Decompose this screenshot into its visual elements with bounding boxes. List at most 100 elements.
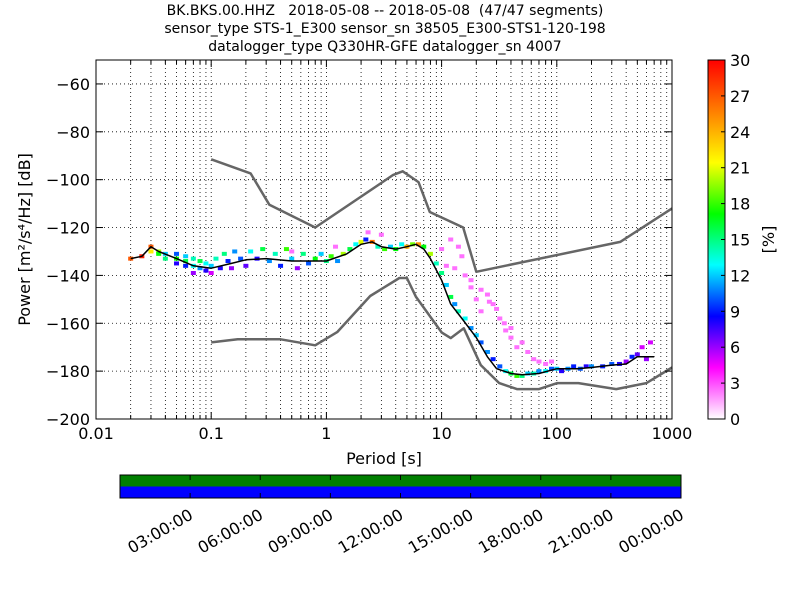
coverage-tick-label: 03:00:00 [124, 505, 196, 557]
histogram-cell [549, 359, 555, 364]
histogram-cell [238, 256, 244, 261]
histogram-cell [190, 256, 196, 261]
histogram-cell [335, 259, 341, 264]
series-line-mode-psd [130, 241, 655, 376]
coverage-tick-label: 06:00:00 [195, 505, 267, 557]
histogram-cell [514, 373, 520, 378]
histogram-cell [484, 349, 490, 354]
histogram-cell [347, 247, 353, 252]
colorbar-tick-label: 18 [730, 195, 750, 214]
histogram-cell [468, 285, 474, 290]
histogram-cell [289, 249, 295, 254]
histogram-cell [260, 247, 266, 252]
colorbar-tick-label: 21 [730, 159, 750, 178]
histogram-cell [455, 309, 461, 314]
x-tick-label: 10 [431, 424, 451, 443]
histogram-cell [478, 287, 484, 292]
histogram-cell [629, 354, 635, 359]
y-tick-label: −60 [56, 75, 90, 94]
histogram-cell [448, 237, 454, 242]
y-tick-label: −120 [46, 219, 90, 238]
histogram-cell [634, 352, 640, 357]
histogram-cell [514, 345, 520, 350]
histogram-cell [536, 369, 542, 374]
histogram-cell [473, 297, 479, 302]
histogram-cell [278, 263, 284, 268]
histogram-cell [497, 364, 503, 369]
histogram-cell [468, 326, 474, 331]
histogram-cell [399, 242, 405, 247]
x-axis: 0.01 0.1 1 10 100 1000 Period [s] [78, 60, 692, 468]
histogram-cell [623, 359, 629, 364]
histogram-cell [415, 242, 421, 247]
histogram-cell [208, 271, 214, 276]
histogram-cell [490, 302, 496, 307]
histogram-cell [148, 249, 154, 254]
histogram-cell [588, 364, 594, 369]
colorbar-label: [%] [759, 226, 778, 254]
histogram-cell [306, 261, 312, 266]
colorbar-tick-label: 12 [730, 266, 750, 285]
coverage-bar-psd [120, 486, 681, 498]
time-coverage: 03:00:0006:00:0009:00:0012:00:0015:00:00… [119, 474, 687, 557]
histogram-cell [549, 366, 555, 371]
x-tick-label: 100 [542, 424, 573, 443]
histogram-cell [358, 239, 364, 244]
colorbar: 0 3 6 9 12 15 18 21 24 27 30 [%] [707, 51, 778, 429]
coverage-bar-data [120, 475, 681, 487]
coverage-tick-label: 21:00:00 [545, 505, 617, 557]
histogram-cell [452, 302, 458, 307]
histogram-cell [421, 244, 427, 249]
histogram-cell [174, 251, 180, 256]
histogram-cell [217, 266, 223, 271]
coverage-tick-label: 09:00:00 [265, 505, 337, 557]
histogram-cell [365, 230, 371, 235]
histogram-cell [248, 249, 254, 254]
histogram-cell [162, 256, 168, 261]
histogram-cell [203, 261, 209, 266]
histogram-cell [183, 259, 189, 264]
histogram-cell [300, 251, 306, 256]
histogram-cell [375, 244, 381, 249]
colorbar-tick-label: 24 [730, 123, 750, 142]
histogram-cell [543, 361, 549, 366]
colorbar-tick-label: 3 [730, 374, 740, 393]
histogram-cell [378, 232, 384, 237]
histogram-cell [478, 340, 484, 345]
series-line-noise-model-upper [210, 158, 673, 274]
histogram-cell [497, 316, 503, 321]
y-axis: −200 −180 −160 −140 −120 −100 −80 −60 Power [m²/… [15, 75, 672, 429]
histogram-cell [190, 271, 196, 276]
histogram-cell [508, 326, 514, 331]
histogram-cell [183, 263, 189, 268]
histogram-cell [272, 251, 278, 256]
histogram-cell [232, 249, 238, 254]
chart-title-line-3: datalogger_type Q330HR-GFE datalogger_sn… [208, 39, 562, 55]
coverage-tick-label: 12:00:00 [335, 505, 407, 557]
histogram-cell [197, 266, 203, 271]
histogram-cell [333, 244, 339, 249]
coverage-tick-label: 18:00:00 [475, 505, 547, 557]
histogram-cell [439, 247, 445, 252]
histogram-cell [433, 261, 439, 266]
histogram-cell [519, 373, 525, 378]
histogram-cell [459, 254, 465, 259]
histogram-cell [197, 259, 203, 264]
histogram-cell [283, 247, 289, 252]
histogram-cell [228, 266, 234, 271]
y-tick-label: −140 [46, 266, 90, 285]
histogram-cell [571, 364, 577, 369]
histogram-cell [490, 357, 496, 362]
histogram-cell [225, 259, 231, 264]
y-tick-label: −80 [56, 123, 90, 142]
colorbar-tick-label: 0 [730, 410, 740, 429]
x-tick-label: 1000 [652, 424, 693, 443]
histogram-cell [455, 244, 461, 249]
x-axis-label: Period [s] [346, 449, 422, 468]
histogram-cell [609, 361, 615, 366]
histogram-cell [508, 335, 514, 340]
histogram-cell [501, 321, 507, 326]
y-tick-label: −160 [46, 314, 90, 333]
histogram-cell [183, 254, 189, 259]
histogram-cell [443, 282, 449, 287]
